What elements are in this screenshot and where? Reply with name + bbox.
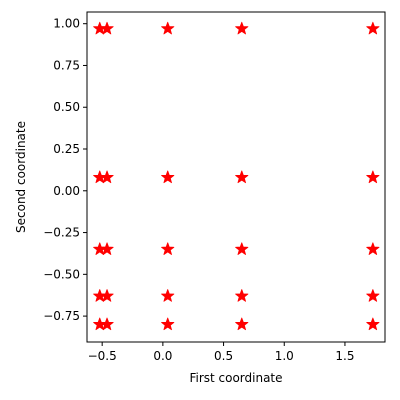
data-point-star bbox=[100, 242, 114, 255]
x-tick-label: 1.0 bbox=[275, 349, 294, 363]
y-tick-label: −0.50 bbox=[43, 267, 80, 281]
data-point-star bbox=[235, 289, 249, 302]
plot-frame bbox=[86, 11, 386, 343]
data-point-star bbox=[161, 242, 175, 255]
data-point-star bbox=[161, 289, 175, 302]
x-axis-label: First coordinate bbox=[189, 371, 282, 385]
data-point-star bbox=[366, 289, 380, 302]
data-point-star bbox=[100, 21, 114, 35]
data-point-star bbox=[235, 317, 249, 331]
x-tick-label: 0.5 bbox=[214, 349, 233, 363]
y-tick-label: 1.00 bbox=[53, 17, 80, 31]
data-point-star bbox=[161, 170, 175, 184]
data-points bbox=[93, 21, 380, 331]
y-axis-ticks: −0.75 −0.50 −0.25 0.00 0.25 0.50 0.75 1.00 bbox=[43, 17, 87, 323]
y-tick-label: −0.25 bbox=[43, 226, 80, 240]
x-tick-label: 0.0 bbox=[153, 349, 172, 363]
data-point-star bbox=[366, 242, 380, 255]
y-tick-label: 0.25 bbox=[53, 142, 80, 156]
y-tick-label: 0.75 bbox=[53, 58, 80, 72]
data-point-star bbox=[100, 170, 114, 184]
data-point-star bbox=[366, 21, 380, 35]
x-axis-ticks: −0.5 0.0 0.5 1.0 1.5 bbox=[88, 342, 354, 363]
data-point-star bbox=[161, 317, 175, 331]
x-tick-label: 1.5 bbox=[335, 349, 354, 363]
data-point-star bbox=[366, 170, 380, 184]
y-tick-label: 0.00 bbox=[53, 184, 80, 198]
data-point-star bbox=[100, 289, 114, 302]
data-point-star bbox=[366, 317, 380, 331]
y-axis-label: Second coordinate bbox=[14, 121, 28, 233]
x-tick-label: −0.5 bbox=[88, 349, 117, 363]
data-point-star bbox=[235, 21, 249, 35]
data-point-star bbox=[100, 317, 114, 331]
data-point-star bbox=[161, 21, 175, 35]
data-point-star bbox=[235, 170, 249, 184]
y-tick-label: −0.75 bbox=[43, 309, 80, 323]
data-point-star bbox=[235, 242, 249, 255]
y-tick-label: 0.50 bbox=[53, 100, 80, 114]
